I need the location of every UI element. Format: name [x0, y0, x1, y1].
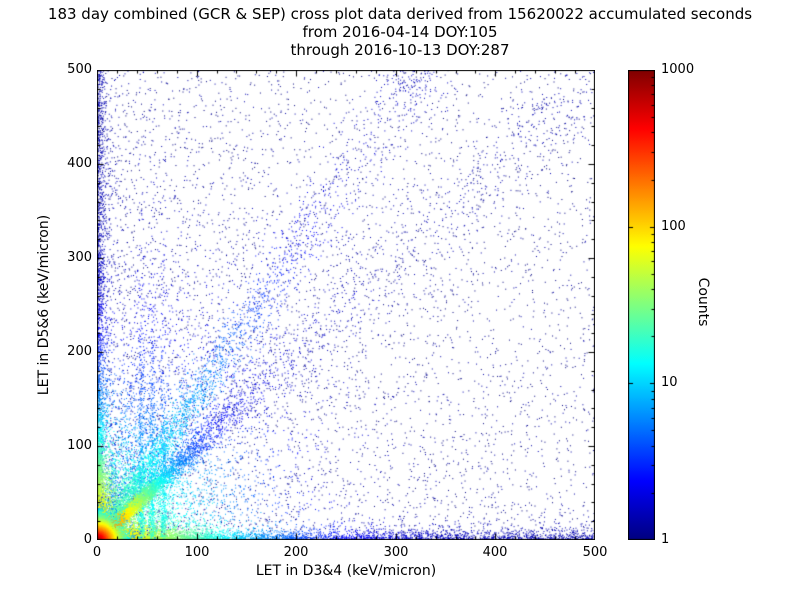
- y-tick-label: 0: [83, 532, 92, 547]
- y-tick-label: 300: [67, 250, 92, 265]
- y-tick-label: 100: [67, 438, 92, 453]
- colorbar-tick-label: 10: [661, 375, 678, 390]
- colorbar-tick-label: 1000: [661, 62, 695, 77]
- x-tick-label: 300: [383, 545, 409, 560]
- colorbar-tick-label: 100: [661, 219, 686, 234]
- plot-title-line1: 183 day combined (GCR & SEP) cross plot …: [47, 5, 753, 23]
- colorbar-canvas: [628, 70, 655, 540]
- x-tick-label: 0: [92, 545, 102, 560]
- x-tick-label: 400: [482, 545, 508, 560]
- y-tick-label: 500: [67, 62, 92, 77]
- y-axis-label: LET in D5&6 (keV/micron): [36, 214, 52, 396]
- x-tick-label: 500: [582, 545, 608, 560]
- x-tick-label: 100: [184, 545, 210, 560]
- y-tick-label: 400: [67, 156, 92, 171]
- scatter-canvas: [97, 70, 595, 540]
- x-tick-label: 200: [283, 545, 309, 560]
- plot-title-line3: through 2016-10-13 DOY:287: [290, 41, 510, 59]
- y-tick-label: 200: [67, 344, 92, 359]
- colorbar-tick-label: 1: [661, 532, 670, 547]
- x-axis-label: LET in D3&4 (keV/micron): [255, 563, 437, 579]
- plot-title-line2: from 2016-04-14 DOY:105: [302, 23, 498, 41]
- colorbar-label: Counts: [695, 277, 711, 327]
